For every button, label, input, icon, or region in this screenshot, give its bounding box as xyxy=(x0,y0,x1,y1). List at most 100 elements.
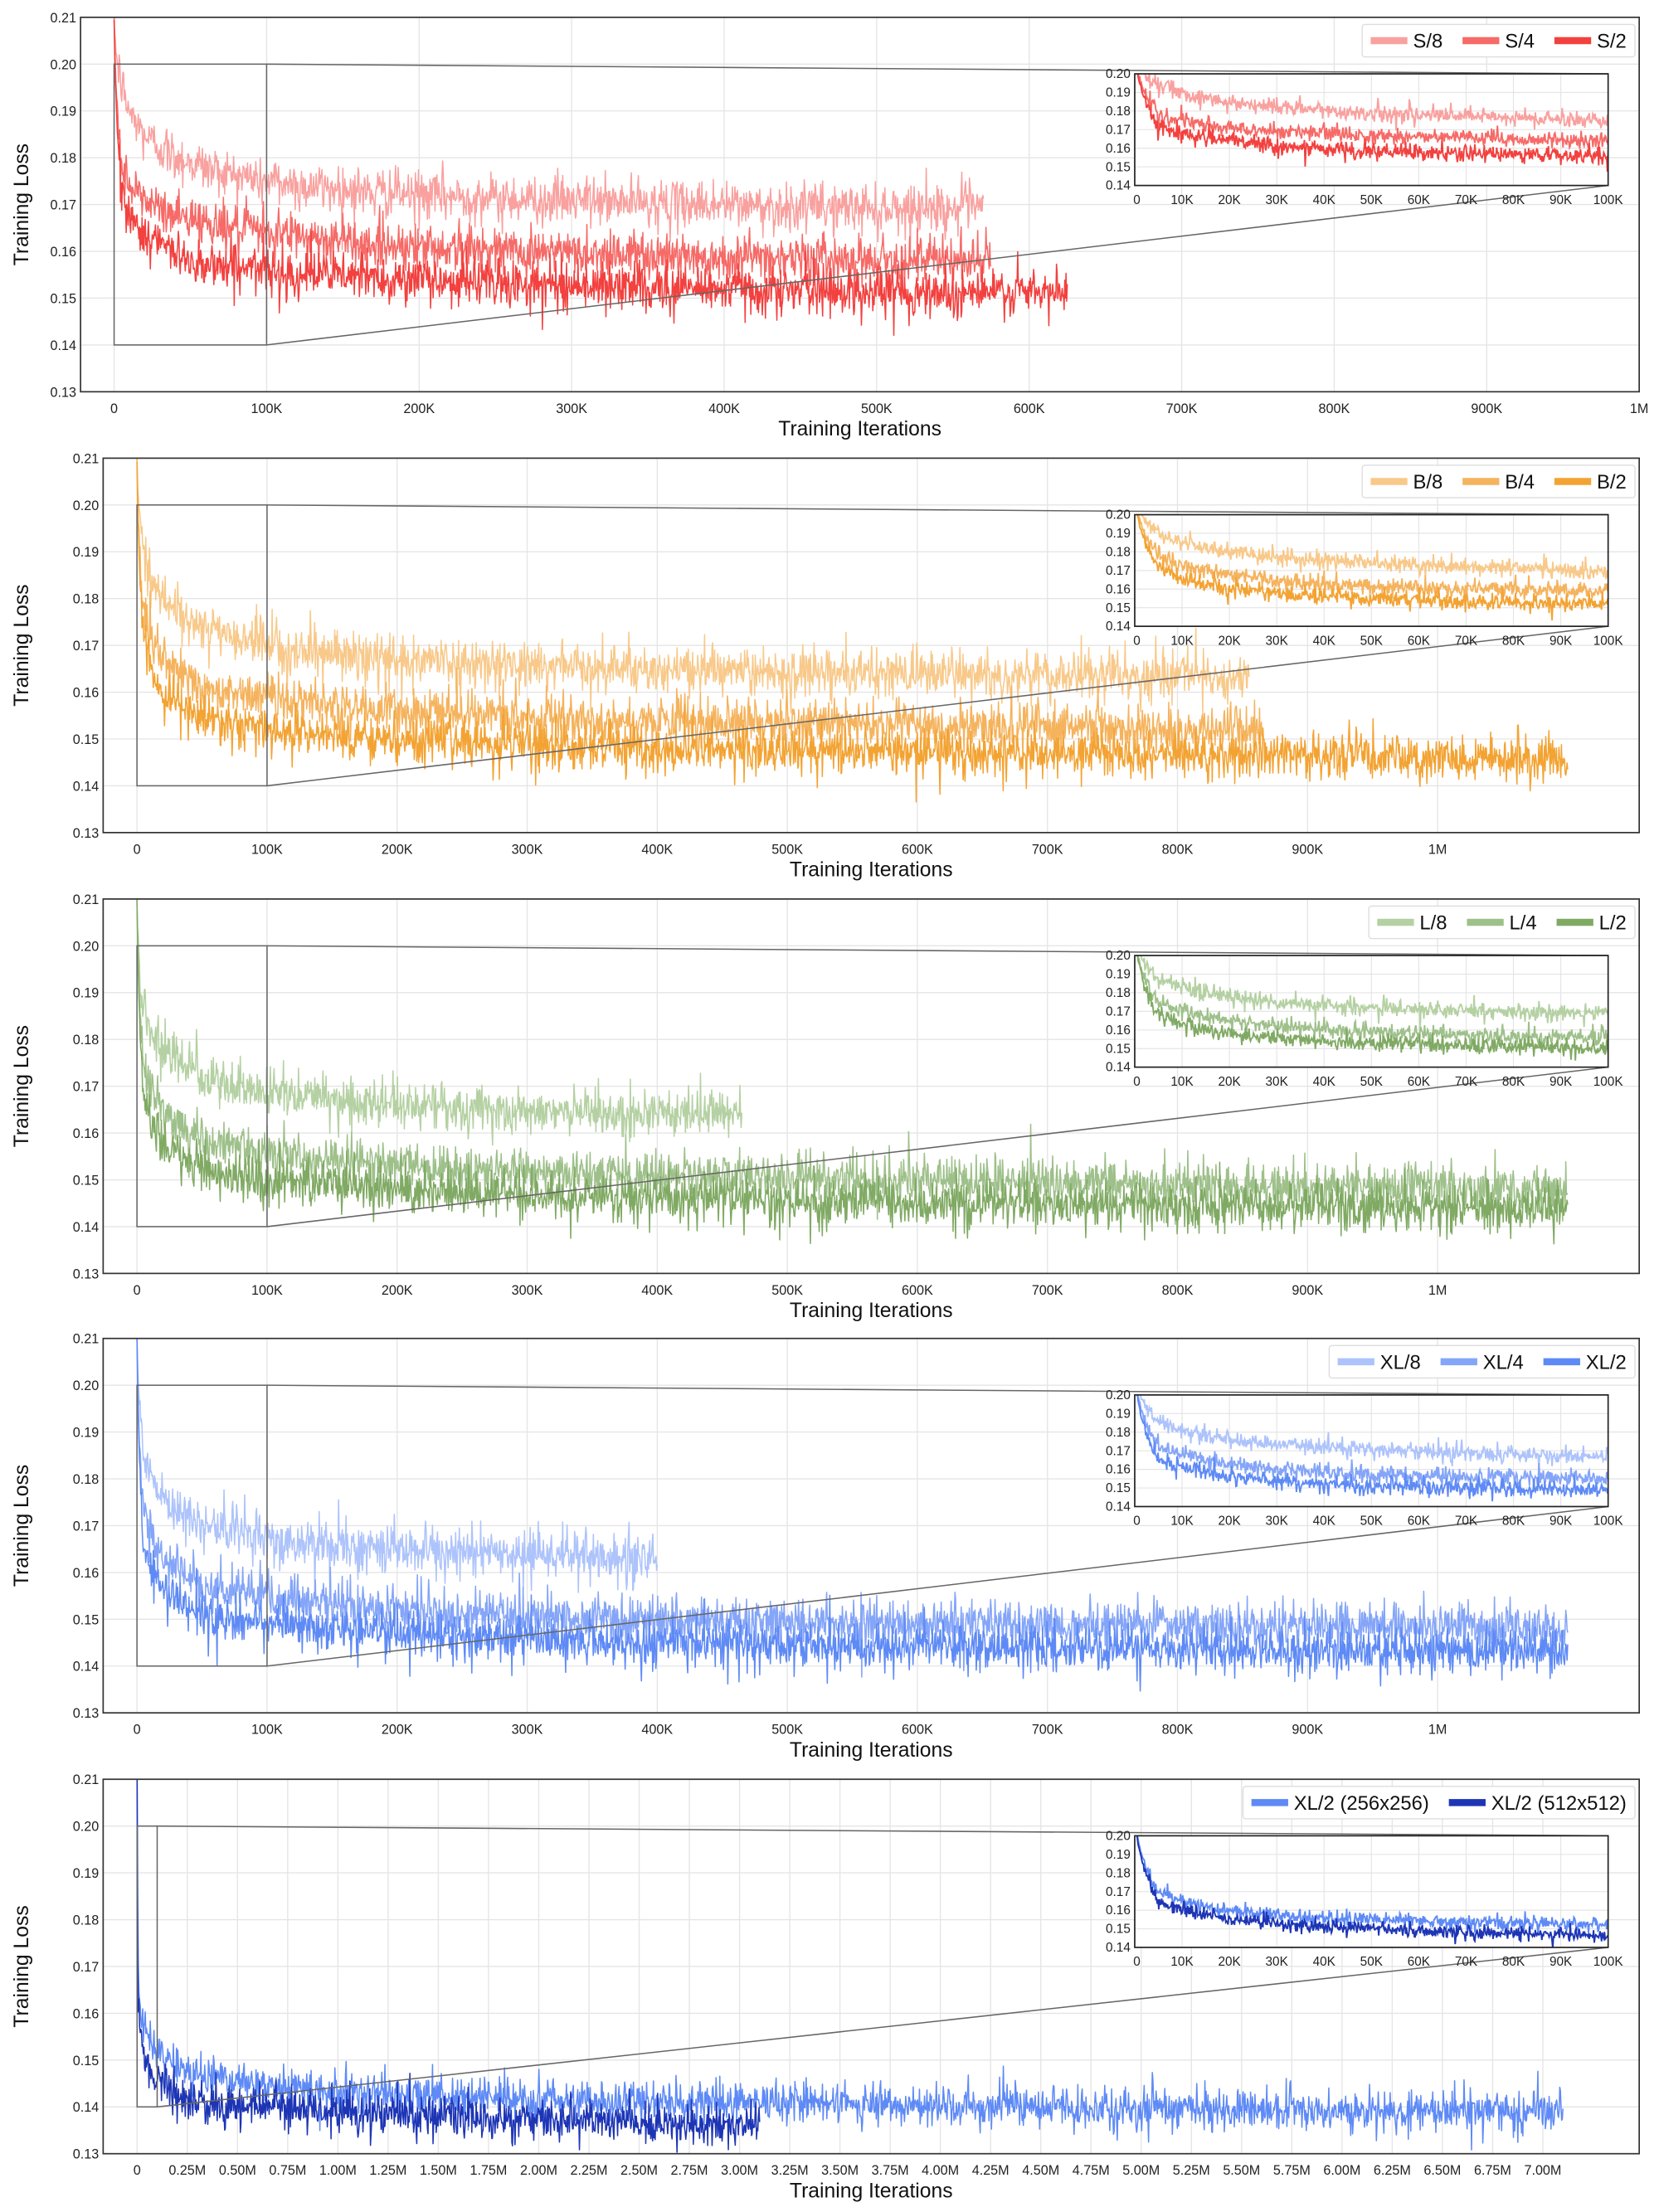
inset-connector-line xyxy=(266,1505,1608,1667)
inset-x-tick-label: 0 xyxy=(1133,1514,1141,1529)
inset-series-group xyxy=(1136,1394,1608,1502)
chart-panel-5: 0 0.25M 0.50M 0.75M 1.00M 1.25M 1.50M 1.75M 2.00… xyxy=(11,1772,1641,2203)
inset-y-tick-label: 0.17 xyxy=(1106,564,1131,578)
inset-x-tick-label: 30K xyxy=(1266,1955,1289,1969)
x-tick-label: 700K xyxy=(1032,842,1063,857)
x-tick-label: 0.50M xyxy=(219,2163,256,2178)
inset-x-tick-label: 60K xyxy=(1408,634,1431,648)
inset-y-tick-label: 0.15 xyxy=(1106,160,1131,174)
y-axis-label: Training Loss xyxy=(11,584,33,706)
series-group xyxy=(136,1338,1569,1692)
inset-series-group xyxy=(1136,1835,1608,1947)
y-axis-label: Training Loss xyxy=(11,1465,33,1587)
y-tick-label: 0.20 xyxy=(73,1378,99,1393)
inset-connector-line xyxy=(266,63,1608,75)
inset-x-tick-label: 90K xyxy=(1550,1955,1573,1969)
inset-x-tick-label: 50K xyxy=(1360,634,1384,648)
legend-swatch xyxy=(1448,1799,1486,1806)
y-tick-label: 0.16 xyxy=(51,245,76,260)
x-tick-label: 3.50M xyxy=(821,2163,859,2178)
legend: XL/2 (256x256) XL/2 (512x512) xyxy=(1242,1786,1636,1820)
x-tick-label: 6.75M xyxy=(1474,2163,1511,2178)
legend-swatch xyxy=(1370,478,1408,485)
x-tick-label: 400K xyxy=(641,1283,673,1298)
inset-x-tick-label: 100K xyxy=(1593,1075,1624,1089)
series-line-l-2 xyxy=(136,899,1569,1245)
x-tick-label: 600K xyxy=(1014,401,1045,416)
x-tick-label: 200K xyxy=(382,1283,413,1298)
inset-series-line-s-4 xyxy=(1137,74,1608,151)
y-tick-label: 0.19 xyxy=(73,986,99,1001)
inset-connector-line xyxy=(266,625,1608,787)
x-tick-label: 500K xyxy=(771,1283,803,1298)
y-tick-label: 0.21 xyxy=(73,1332,99,1347)
series-line-b-4 xyxy=(136,458,1263,772)
inset-x-tick-label: 10K xyxy=(1170,1075,1194,1089)
zoom-region-rect xyxy=(136,504,268,787)
inset-series-group xyxy=(1136,74,1608,173)
series-line-l-8 xyxy=(136,899,743,1146)
inset-y-tick-label: 0.14 xyxy=(1106,620,1131,634)
y-axis-label: Training Loss xyxy=(11,143,33,265)
inset-frame xyxy=(1134,955,1609,1068)
inset-y-tick-label: 0.17 xyxy=(1106,1004,1131,1018)
series-line-s-2 xyxy=(113,20,1068,336)
legend-label: XL/4 xyxy=(1483,1351,1524,1373)
y-tick-label: 0.20 xyxy=(73,498,99,513)
y-tick-label: 0.18 xyxy=(73,1033,99,1048)
inset-chart: 0 10K 20K 30K 40K 50K 60K 70K 80K 90K 100K 0.14 0.15… xyxy=(1106,67,1623,207)
y-tick-label: 0.13 xyxy=(73,1706,99,1721)
y-tick-label: 0.21 xyxy=(73,451,99,466)
series-line-s-8 xyxy=(114,17,985,260)
y-tick-label: 0.17 xyxy=(51,198,76,213)
inset-y-tick-label: 0.18 xyxy=(1106,546,1131,560)
x-tick-label: 0 xyxy=(134,1723,141,1738)
y-axis-label: Training Loss xyxy=(11,1025,33,1147)
x-tick-label: 5.00M xyxy=(1122,2163,1160,2178)
axes-frame xyxy=(102,457,1641,834)
x-tick-label: 600K xyxy=(902,1283,933,1298)
x-tick-label: 300K xyxy=(512,1723,543,1738)
x-axis-label: Training Iterations xyxy=(790,1300,953,1322)
x-tick-label: 600K xyxy=(902,842,933,857)
x-tick-label: 2.50M xyxy=(620,2163,658,2178)
inset-x-tick-label: 40K xyxy=(1313,634,1336,648)
inset-y-tick-label: 0.19 xyxy=(1106,86,1131,100)
inset-x-tick-label: 20K xyxy=(1218,193,1241,207)
series-line-b-2 xyxy=(136,461,1569,803)
y-tick-label: 0.18 xyxy=(73,592,99,607)
legend: L/8 L/4 L/2 xyxy=(1368,905,1636,940)
series-line-xl-8 xyxy=(136,1339,659,1593)
inset-chart: 0 10K 20K 30K 40K 50K 60K 70K 80K 90K 100K 0.14 0.15… xyxy=(1106,1388,1623,1529)
axes-frame xyxy=(102,898,1641,1275)
y-tick-label: 0.15 xyxy=(73,1173,99,1188)
inset-connector-line xyxy=(266,1384,1608,1396)
y-tick-label: 0.19 xyxy=(73,1866,99,1881)
inset-series-line-xl-2-512x512- xyxy=(1136,1835,1608,1947)
inset-y-tick-label: 0.20 xyxy=(1106,67,1131,81)
series-group xyxy=(136,899,1569,1245)
x-tick-label: 0.25M xyxy=(168,2163,206,2178)
inset-x-tick-label: 90K xyxy=(1550,193,1573,207)
inset-series-line-b-8 xyxy=(1141,514,1608,581)
x-tick-label: 200K xyxy=(382,1723,413,1738)
x-tick-label: 900K xyxy=(1292,1283,1323,1298)
x-tick-label: 600K xyxy=(902,1723,933,1738)
legend-label: XL/2 (256x256) xyxy=(1294,1792,1429,1815)
legend-label: B/2 xyxy=(1597,471,1627,493)
inset-x-tick-label: 50K xyxy=(1360,1075,1384,1089)
legend-label: XL/2 (512x512) xyxy=(1491,1792,1627,1815)
inset-y-tick-label: 0.16 xyxy=(1106,142,1131,156)
inset-x-tick-label: 0 xyxy=(1133,193,1141,207)
x-tick-label: 7.00M xyxy=(1524,2163,1561,2178)
x-tick-label: 300K xyxy=(512,1283,543,1298)
inset-y-tick-label: 0.19 xyxy=(1106,1407,1131,1421)
inset-x-tick-label: 30K xyxy=(1266,193,1289,207)
y-tick-label: 0.14 xyxy=(73,779,99,794)
inset-x-tick-label: 100K xyxy=(1593,634,1624,648)
inset-y-tick-label: 0.15 xyxy=(1106,1923,1131,1937)
x-tick-label: 6.25M xyxy=(1374,2163,1411,2178)
inset-series-line-l-2 xyxy=(1136,955,1608,1061)
inset-x-tick-label: 30K xyxy=(1266,1075,1289,1089)
inset-x-tick-label: 20K xyxy=(1218,1955,1241,1969)
